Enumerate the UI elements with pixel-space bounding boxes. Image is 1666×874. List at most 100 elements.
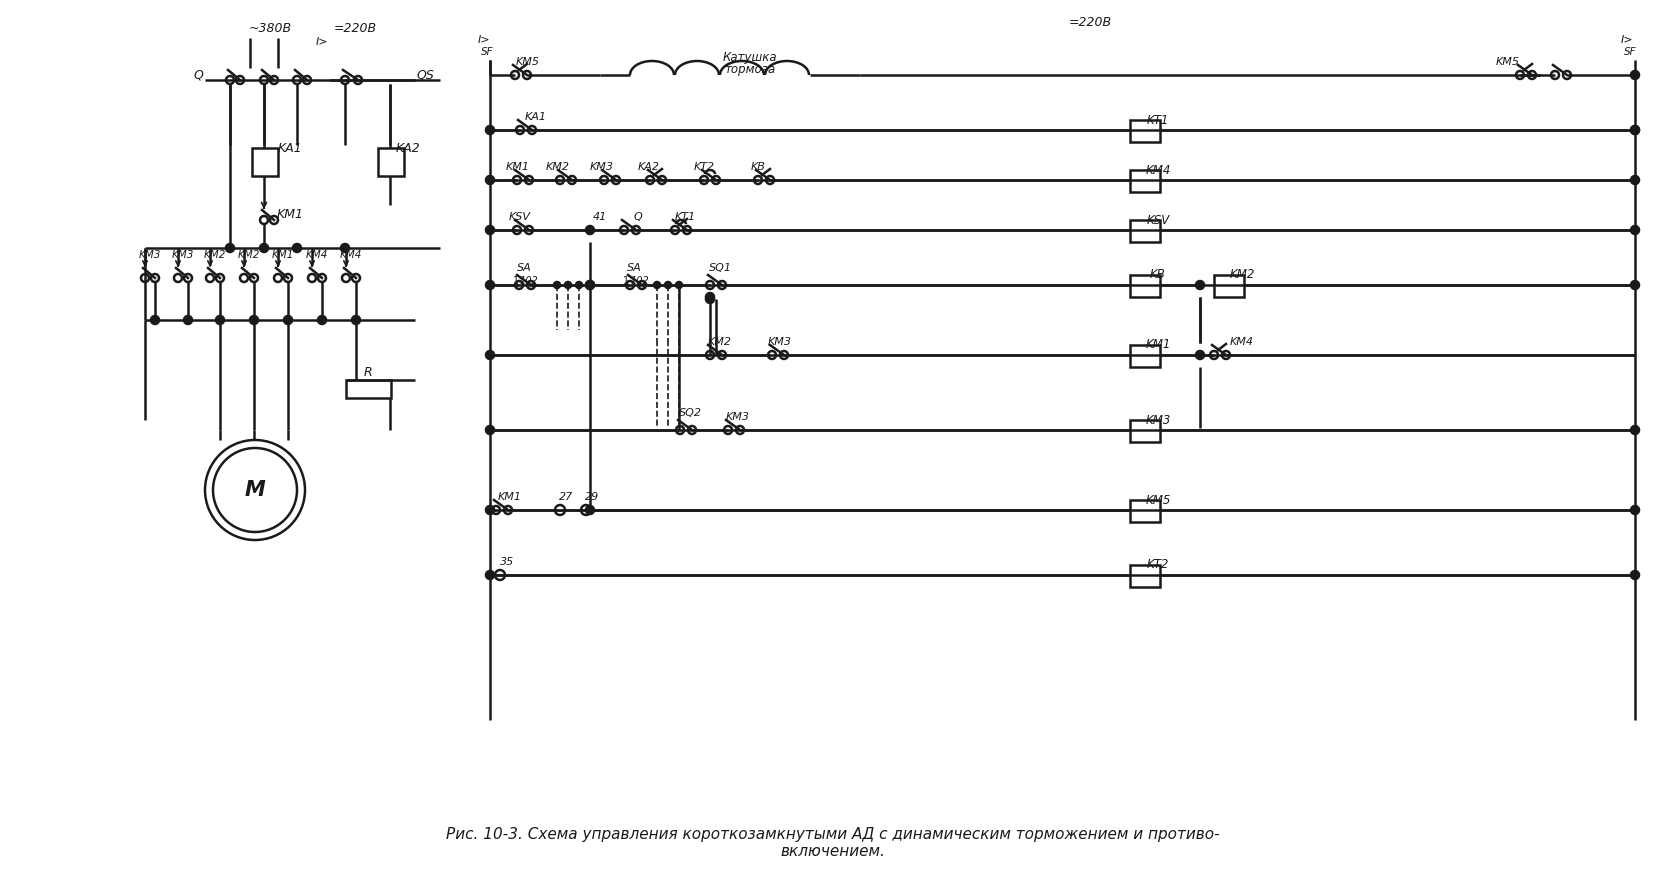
Bar (1130, 565, 1160, 587)
Text: M: M (245, 480, 265, 500)
Text: KM3: KM3 (1145, 413, 1171, 427)
Circle shape (1631, 71, 1639, 79)
Circle shape (486, 176, 495, 184)
Text: I>: I> (1621, 35, 1633, 45)
Circle shape (586, 226, 595, 234)
Text: KM1: KM1 (277, 209, 303, 221)
Text: KT1: KT1 (675, 212, 696, 222)
Circle shape (250, 316, 258, 324)
Text: 1: 1 (623, 276, 630, 286)
Circle shape (586, 281, 595, 289)
Bar (378, 148, 403, 176)
Text: Q: Q (633, 212, 643, 222)
Text: KM2: KM2 (203, 250, 227, 260)
Text: SA: SA (626, 263, 641, 273)
Circle shape (586, 281, 595, 289)
Text: KT2: KT2 (1146, 558, 1170, 572)
Text: KM2: KM2 (238, 250, 260, 260)
Text: KM3: KM3 (172, 250, 195, 260)
Text: =220B: =220B (1068, 16, 1111, 29)
Text: KA2: KA2 (395, 142, 420, 155)
Circle shape (576, 282, 581, 288)
Circle shape (1196, 351, 1205, 359)
Text: KM2: KM2 (708, 337, 731, 347)
Text: SQ2: SQ2 (678, 408, 701, 418)
Text: 1: 1 (513, 276, 520, 286)
Text: KA2: KA2 (638, 162, 660, 172)
Circle shape (352, 316, 360, 324)
Bar (1215, 275, 1245, 297)
Circle shape (1631, 571, 1639, 579)
Circle shape (565, 282, 571, 288)
Text: KM5: KM5 (1496, 57, 1519, 67)
Circle shape (586, 506, 595, 514)
Text: Рис. 10-3. Схема управления короткозамкнутыми АД с динамическим торможением и пр: Рис. 10-3. Схема управления короткозамкн… (446, 828, 1220, 843)
Circle shape (1631, 281, 1639, 289)
Circle shape (217, 316, 223, 324)
Text: KSV: KSV (1146, 213, 1170, 226)
Text: 27: 27 (558, 492, 573, 502)
Circle shape (655, 282, 660, 288)
Text: включением.: включением. (781, 844, 885, 859)
Text: Q: Q (193, 68, 203, 81)
Bar (1130, 170, 1160, 192)
Circle shape (486, 281, 495, 289)
Circle shape (227, 244, 233, 252)
Text: 41: 41 (593, 212, 606, 222)
Text: KB: KB (1150, 268, 1166, 281)
Text: I>: I> (315, 37, 328, 47)
Text: KM1: KM1 (506, 162, 530, 172)
Text: KM4: KM4 (1230, 337, 1254, 347)
Circle shape (1631, 426, 1639, 434)
Text: KM2: KM2 (1230, 268, 1254, 281)
Text: KA1: KA1 (525, 112, 546, 122)
Text: QS: QS (416, 68, 433, 81)
Text: KT2: KT2 (693, 162, 715, 172)
Text: ~380B: ~380B (248, 22, 292, 34)
Circle shape (283, 316, 292, 324)
Circle shape (183, 316, 192, 324)
Text: I>: I> (478, 35, 490, 45)
Circle shape (486, 571, 495, 579)
Circle shape (318, 316, 327, 324)
Text: 102: 102 (631, 276, 650, 286)
Text: KM5: KM5 (1145, 494, 1171, 507)
Text: KM1: KM1 (272, 250, 295, 260)
Circle shape (555, 282, 560, 288)
Text: KM2: KM2 (546, 162, 570, 172)
Text: 102: 102 (520, 276, 538, 286)
Bar (1130, 120, 1160, 142)
Text: KSV: KSV (510, 212, 531, 222)
Text: SQ1: SQ1 (708, 263, 731, 273)
Circle shape (1631, 226, 1639, 234)
Text: KM5: KM5 (516, 57, 540, 67)
Circle shape (486, 126, 495, 134)
Bar (252, 148, 278, 176)
Text: KM3: KM3 (138, 250, 162, 260)
Text: SF: SF (481, 47, 493, 57)
Circle shape (1631, 506, 1639, 514)
Circle shape (1631, 126, 1639, 134)
Text: KM3: KM3 (726, 412, 750, 422)
Text: SA: SA (516, 263, 531, 273)
Bar (1130, 275, 1160, 297)
Text: KM1: KM1 (498, 492, 521, 502)
Circle shape (152, 316, 158, 324)
Circle shape (665, 282, 671, 288)
Circle shape (706, 295, 715, 303)
Text: Катушка: Катушка (723, 51, 778, 64)
Text: SF: SF (1624, 47, 1636, 57)
Bar (347, 380, 392, 398)
Circle shape (486, 426, 495, 434)
Bar (1130, 500, 1160, 522)
Bar (1130, 345, 1160, 367)
Text: =220B: =220B (333, 22, 377, 34)
Circle shape (486, 351, 495, 359)
Circle shape (676, 282, 681, 288)
Bar (1130, 220, 1160, 242)
Text: KT1: KT1 (1146, 114, 1170, 127)
Text: 29: 29 (585, 492, 600, 502)
Circle shape (1631, 126, 1639, 134)
Text: KM4: KM4 (340, 250, 362, 260)
Circle shape (1631, 176, 1639, 184)
